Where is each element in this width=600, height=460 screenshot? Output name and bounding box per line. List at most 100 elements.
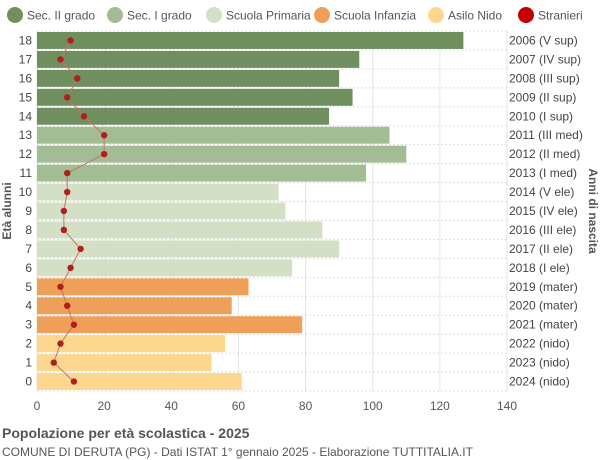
- stranieri-point: [64, 169, 71, 177]
- x-tick-label: 40: [165, 399, 179, 413]
- legend-swatch: [518, 7, 534, 23]
- x-tick-label: 120: [430, 399, 450, 413]
- age-label: 4: [25, 299, 32, 313]
- bar: [37, 88, 353, 106]
- stranieri-point: [57, 56, 64, 63]
- bar: [37, 278, 249, 296]
- age-label: 17: [19, 52, 33, 66]
- legend-swatch: [7, 7, 23, 23]
- bar: [37, 183, 279, 201]
- stranieri-point: [80, 113, 88, 120]
- stranieri-point: [70, 321, 78, 328]
- bar: [37, 32, 464, 49]
- x-tick-label: 140: [497, 399, 517, 413]
- x-tick-labels: 0 20 40 60 80 100 120 140: [34, 399, 518, 413]
- birth-year-label: 2021 (mater): [509, 318, 578, 332]
- birth-year-label: 2020 (mater): [509, 299, 578, 313]
- stranieri-point: [100, 150, 108, 158]
- stranieri-point: [60, 226, 68, 234]
- age-label: 7: [25, 242, 32, 256]
- birth-year-label: 2013 (I med): [509, 166, 577, 180]
- x-tick-label: 20: [97, 399, 111, 413]
- x-tick-label: 100: [363, 399, 383, 413]
- birth-year-label: 2009 (II sup): [509, 90, 576, 104]
- x-tick-label: 60: [232, 399, 246, 413]
- birth-year-label: 2011 (III med): [509, 128, 583, 142]
- age-label: 14: [19, 109, 33, 123]
- birth-year-label: 2007 (IV sup): [509, 52, 581, 66]
- stranieri-point: [57, 283, 64, 290]
- stranieri-point: [67, 37, 74, 44]
- stranieri-point: [60, 207, 68, 215]
- birth-year-label: 2010 (I sup): [509, 109, 573, 123]
- stranieri-point: [64, 302, 71, 309]
- birth-year-label: 2008 (III sup): [509, 71, 580, 85]
- stranieri-point: [57, 340, 64, 347]
- birth-year-label: 2019 (mater): [509, 280, 578, 294]
- birth-year-label: 2018 (I ele): [509, 261, 570, 275]
- age-label: 2: [25, 337, 32, 351]
- bars: [37, 32, 464, 390]
- age-label: 15: [19, 90, 33, 104]
- age-label: 9: [25, 204, 32, 218]
- bar: [37, 297, 232, 315]
- birth-year-label: 2015 (IV ele): [509, 204, 578, 218]
- age-label: 13: [19, 128, 33, 142]
- age-label: 16: [19, 71, 33, 85]
- stranieri-point: [64, 94, 71, 101]
- legend-swatch: [314, 7, 330, 23]
- bar: [37, 335, 225, 353]
- stranieri-point: [77, 245, 84, 253]
- bar: [37, 240, 340, 258]
- legend-label: Scuola Infanzia: [334, 9, 416, 23]
- birth-year-label: 2016 (III ele): [509, 223, 576, 237]
- age-label: 8: [25, 223, 32, 237]
- birth-year-label: 2023 (nido): [509, 356, 570, 370]
- legend-label: Asilo Nido: [448, 9, 502, 23]
- age-label: 12: [19, 147, 33, 161]
- birth-year-label: 2022 (nido): [509, 337, 570, 351]
- legend-swatch: [206, 7, 222, 23]
- legend: Sec. II grado Sec. I grado Scuola Primaria…: [7, 7, 583, 23]
- birth-year-label: 2024 (nido): [509, 375, 570, 389]
- bar: [37, 373, 242, 390]
- age-label: 1: [25, 356, 32, 370]
- birth-year-label: 2012 (II med): [509, 147, 580, 161]
- bar: [37, 107, 330, 125]
- bar: [37, 126, 390, 144]
- chart-title: Popolazione per età scolastica - 2025: [2, 425, 250, 441]
- age-label: 0: [25, 375, 32, 389]
- legend-label: Sec. II grado: [27, 9, 95, 23]
- legend-swatch: [107, 7, 123, 23]
- bar: [37, 69, 340, 87]
- chart-subtitle: COMUNE DI DERUTA (PG) - Dati ISTAT 1° ge…: [2, 445, 473, 459]
- bar: [37, 259, 293, 277]
- stranieri-point: [74, 75, 81, 82]
- stranieri-points: [50, 37, 108, 385]
- age-label: 6: [25, 261, 32, 275]
- y-axis-label-right: Anni di nascita: [586, 168, 600, 254]
- legend-label: Scuola Primaria: [226, 9, 311, 23]
- bar: [37, 354, 212, 372]
- bar: [37, 50, 360, 68]
- age-label: 5: [25, 280, 32, 294]
- age-label: 11: [20, 166, 33, 180]
- legend-swatch: [428, 7, 444, 23]
- legend-label: Stranieri: [538, 9, 583, 23]
- birth-year-labels: 2006 (V sup) 2007 (IV sup) 2008 (III sup) 2…: [509, 33, 583, 388]
- x-tick-label: 80: [299, 399, 313, 413]
- bar: [37, 164, 366, 182]
- bar: [37, 221, 323, 239]
- birth-year-label: 2006 (V sup): [509, 33, 578, 47]
- legend-label: Sec. I grado: [127, 9, 192, 23]
- x-tick-label: 0: [34, 399, 41, 413]
- birth-year-label: 2017 (II ele): [509, 242, 573, 256]
- age-label: 18: [19, 33, 33, 47]
- birth-year-label: 2014 (V ele): [509, 185, 574, 199]
- y-axis-label-left: Età alunni: [0, 182, 14, 239]
- stranieri-point: [64, 188, 71, 196]
- bar: [37, 145, 407, 163]
- age-label: 10: [19, 185, 33, 199]
